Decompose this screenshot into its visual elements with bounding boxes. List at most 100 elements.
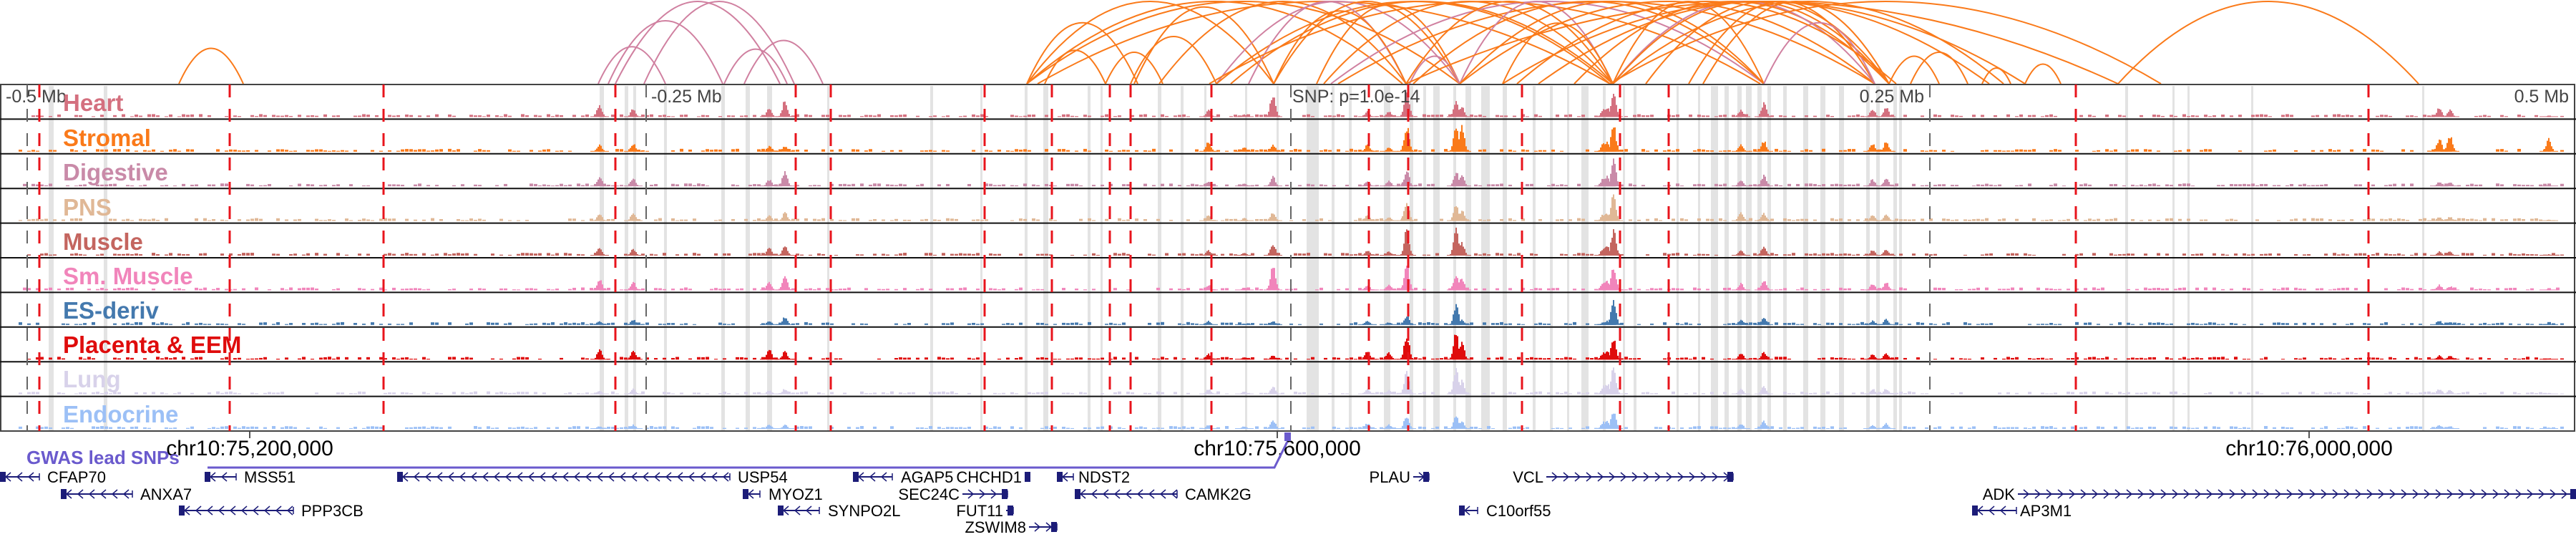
signal-bin	[1985, 287, 1989, 291]
signal-peak-bin	[1399, 289, 1400, 291]
signal-bin	[448, 322, 452, 325]
signal-bin	[169, 253, 172, 256]
signal-peak-bin	[1733, 289, 1735, 291]
signal-bin	[1852, 184, 1855, 187]
signal-bin	[1118, 324, 1121, 325]
signal-bin	[280, 115, 284, 117]
signal-bin	[147, 150, 151, 152]
chromatin-loop-arc	[1026, 21, 1138, 84]
signal-bin	[1088, 358, 1091, 360]
signal-peak-bin	[1447, 150, 1448, 152]
signal-peak-bin	[2442, 289, 2444, 291]
signal-bin	[74, 185, 78, 187]
signal-bin	[2006, 114, 2010, 117]
signal-track-pns	[19, 194, 2558, 221]
signal-bin	[2221, 357, 2225, 360]
signal-peak-bin	[2441, 145, 2443, 152]
signal-bin	[955, 253, 958, 256]
signal-peak-bin	[771, 148, 773, 152]
signal-bin	[113, 183, 117, 187]
signal-bin	[1182, 358, 1186, 360]
signal-bin	[272, 115, 275, 117]
signal-bin	[1427, 321, 1430, 325]
signal-peak-bin	[779, 289, 780, 291]
signal-bin	[280, 149, 284, 152]
signal-peak-bin	[771, 112, 773, 117]
signal-peak-bin	[2445, 185, 2446, 187]
signal-bin	[2251, 115, 2255, 117]
signal-bin	[1178, 289, 1181, 291]
signal-bin	[1848, 288, 1851, 291]
signal-peak-bin	[1252, 324, 1254, 325]
signal-peak-bin	[1755, 185, 1756, 187]
signal-peak-bin	[1759, 253, 1760, 256]
signal-bin	[220, 323, 224, 325]
signal-bin	[2526, 185, 2529, 187]
signal-bin	[469, 289, 473, 291]
signal-bin	[1371, 219, 1375, 221]
signal-peak-bin	[1407, 342, 1409, 360]
signal-bin	[560, 150, 563, 152]
signal-bin	[2350, 115, 2353, 117]
signal-bin	[877, 183, 881, 187]
signal-bin	[83, 254, 87, 256]
signal-bin	[757, 184, 761, 187]
signal-peak-bin	[1268, 112, 1269, 117]
signal-peak-bin	[1216, 289, 1218, 291]
signal-bin	[1225, 357, 1229, 360]
signal-peak-bin	[1620, 324, 1621, 325]
signal-peak-bin	[1364, 218, 1365, 221]
signal-peak-bin	[2444, 289, 2445, 291]
signal-bin	[452, 115, 456, 117]
signal-peak-bin	[641, 289, 643, 291]
signal-peak-bin	[1613, 158, 1614, 187]
signal-bin	[2410, 183, 2414, 187]
signal-bin	[2084, 183, 2087, 187]
signal-bin	[1010, 323, 1014, 325]
signal-peak-bin	[2430, 324, 2431, 325]
signal-peak-bin	[1405, 94, 1406, 117]
signal-peak-bin	[1214, 255, 1215, 256]
signal-peak-bin	[1394, 324, 1395, 325]
signal-peak-bin	[2442, 324, 2444, 325]
signal-bin	[2165, 324, 2169, 325]
signal-peak-bin	[1252, 150, 1254, 152]
signal-peak-bin	[1245, 253, 1246, 256]
signal-bin	[182, 289, 185, 291]
signal-peak-bin	[766, 322, 767, 325]
signal-peak-bin	[2540, 116, 2541, 117]
signal-peak-bin	[1772, 324, 1773, 325]
signal-peak-bin	[1246, 254, 1248, 256]
signal-peak-bin	[773, 220, 774, 221]
signal-bin	[1418, 183, 1422, 187]
signal-bin	[2350, 323, 2353, 325]
signal-peak-bin	[1757, 324, 1759, 325]
signal-bin	[1122, 150, 1126, 152]
signal-peak-bin	[2430, 150, 2431, 152]
signal-bin	[1517, 357, 1521, 360]
signal-peak-bin	[2541, 116, 2542, 117]
signal-peak-bin	[774, 185, 776, 187]
signal-bin	[2479, 357, 2482, 360]
signal-peak-bin	[592, 185, 593, 187]
signal-bin	[2049, 322, 2053, 325]
signal-bin	[731, 323, 735, 325]
signal-bin	[1504, 324, 1508, 325]
signal-bin	[173, 289, 177, 291]
signal-peak-bin	[2445, 289, 2446, 291]
signal-bin	[1848, 149, 1851, 152]
signal-peak-bin	[1239, 150, 1241, 152]
signal-bin	[495, 115, 499, 117]
signal-peak-bin	[1756, 255, 1757, 256]
signal-bin	[1933, 253, 1937, 256]
signal-peak-bin	[1410, 323, 1412, 325]
signal-peak-bin	[2451, 217, 2452, 221]
signal-peak-bin	[1384, 254, 1385, 256]
signal-bin	[989, 253, 992, 256]
signal-bin	[289, 253, 293, 256]
chromatin-loop-arc	[178, 47, 244, 84]
signal-peak-bin	[1415, 289, 1416, 291]
signal-peak-bin	[1746, 289, 1747, 291]
signal-bin	[1152, 358, 1156, 360]
signal-bin	[796, 150, 799, 152]
